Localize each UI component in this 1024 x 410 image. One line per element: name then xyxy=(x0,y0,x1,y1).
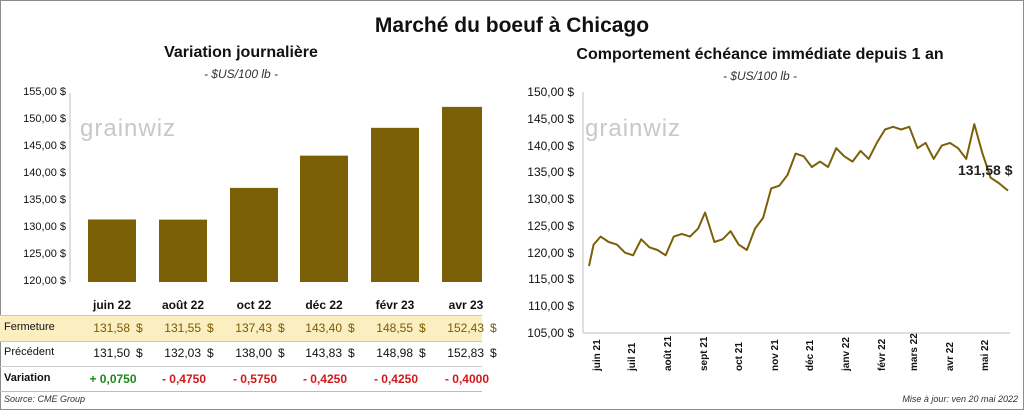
right-y-tick: 115,00 $ xyxy=(528,272,574,287)
table-cell: 131,58 xyxy=(93,321,130,335)
right-x-tick: déc 21 xyxy=(804,339,816,371)
table-cell: 152,43 xyxy=(447,321,484,335)
table-cell: 148,98 xyxy=(376,346,413,360)
table-cell-dollar: $ xyxy=(278,346,285,360)
right-x-tick: oct 21 xyxy=(733,342,745,371)
right-x-tick: mars 22 xyxy=(909,333,921,371)
bar-x-label: avr 23 xyxy=(448,298,484,312)
table-cell: 138,00 xyxy=(235,346,272,360)
table-cell-variation: + 0,0750 xyxy=(89,372,137,386)
right-y-tick: 150,00 $ xyxy=(527,85,574,99)
row-variation-label: Variation xyxy=(4,372,51,384)
table-cell: 143,83 xyxy=(305,346,342,360)
left-y-tick: 155,00 $ xyxy=(23,86,66,98)
table-cell-variation: - 0,4250 xyxy=(373,372,419,386)
bar-x-label: févr 23 xyxy=(375,298,415,312)
right-y-tick: 140,00 $ xyxy=(527,138,574,153)
left-y-tick: 125,00 $ xyxy=(23,248,66,260)
table-cell-variation: - 0,5750 xyxy=(232,372,278,386)
right-x-tick: sept 21 xyxy=(699,336,711,371)
table-cell-dollar: $ xyxy=(278,321,285,335)
table-cell-dollar: $ xyxy=(419,346,426,360)
bar xyxy=(88,219,136,282)
table-cell-dollar: $ xyxy=(348,346,355,360)
row-precedent-label: Précédent xyxy=(4,346,55,358)
table-cell: 131,55 xyxy=(164,321,201,335)
right-y-tick: 125,00 $ xyxy=(527,218,574,233)
left-y-tick: 135,00 $ xyxy=(23,194,66,206)
row-precedent: Précédent 131,50 $132,03 $138,00 $143,83 $14… xyxy=(0,341,497,367)
table-cell-dollar: $ xyxy=(207,346,214,360)
left-y-tick: 130,00 $ xyxy=(23,221,66,233)
right-x-tick: mai 22 xyxy=(979,339,991,371)
right-y-tick: 110,00 $ xyxy=(528,299,574,314)
right-unit: - $US/100 lb - xyxy=(722,69,798,83)
bar xyxy=(159,219,207,282)
table-cell: 132,03 xyxy=(164,346,201,360)
bar-x-label: déc 22 xyxy=(305,298,343,312)
bar-chart xyxy=(69,93,482,283)
bar xyxy=(230,187,278,282)
price-line xyxy=(588,123,1009,267)
left-subtitle: Variation journalière xyxy=(164,44,318,61)
updated-note: Mise à jour: ven 20 mai 2022 xyxy=(902,394,1018,404)
line-chart xyxy=(582,92,1010,334)
right-y-tick: 105,00 $ xyxy=(527,326,574,340)
row-variation: Variation + 0,0750 - 0,4750 - 0,5750 - 0,42… xyxy=(0,367,489,392)
bar xyxy=(300,155,348,282)
table-cell: 148,55 xyxy=(376,321,413,335)
table-bottom-divider xyxy=(0,391,482,392)
left-y-tick: 140,00 $ xyxy=(23,167,66,179)
table-cell-dollar: $ xyxy=(419,321,426,335)
table-cell: 137,43 xyxy=(235,321,272,335)
bar xyxy=(371,127,419,282)
left-watermark-logo: grainwiz xyxy=(80,115,177,142)
bar-x-label: juin 22 xyxy=(92,298,131,312)
table-cell-dollar: $ xyxy=(348,321,355,335)
right-subtitle: Comportement échéance immédiate depuis 1… xyxy=(576,46,944,63)
right-y-tick: 130,00 $ xyxy=(527,192,574,207)
left-y-tick: 150,00 $ xyxy=(23,113,66,125)
right-y-tick: 120,00 $ xyxy=(527,245,574,260)
table-cell: 143,40 xyxy=(305,321,342,335)
table-cell-dollar: $ xyxy=(136,346,143,360)
table-cell-dollar: $ xyxy=(136,321,143,335)
right-watermark-logo: grainwiz xyxy=(585,115,682,142)
table-cell-dollar: $ xyxy=(490,346,497,360)
row-fermeture: Fermeture 131,58 $131,55 $137,43 $143,40 $14… xyxy=(0,315,497,342)
table-cell-variation: - 0,4250 xyxy=(302,372,348,386)
table-cell-variation: - 0,4750 xyxy=(161,372,207,386)
bar-x-label: oct 22 xyxy=(236,298,272,312)
right-y-tick: 145,00 $ xyxy=(527,111,574,126)
bar xyxy=(442,106,482,283)
table-cell-variation: - 0,4000 xyxy=(444,372,490,386)
right-x-tick: août 21 xyxy=(663,335,675,371)
bar-x-label: août 22 xyxy=(161,298,204,312)
table-cell: 152,83 xyxy=(447,346,484,360)
last-value-label: 131,58 $ xyxy=(958,162,1013,178)
source-note: Source: CME Group xyxy=(4,394,86,404)
left-unit: - $US/100 lb - xyxy=(203,67,279,81)
right-y-tick: 135,00 $ xyxy=(527,165,574,180)
table-cell-dollar: $ xyxy=(207,321,214,335)
table-cell: 131,50 xyxy=(93,346,130,360)
right-x-tick: juin 21 xyxy=(592,339,604,371)
right-x-tick: janv 22 xyxy=(840,337,852,371)
table-cell-dollar: $ xyxy=(490,321,497,335)
main-title: Marché du boeuf à Chicago xyxy=(374,14,650,37)
right-x-tick: avr 22 xyxy=(945,342,957,371)
left-y-tick: 145,00 $ xyxy=(23,140,66,152)
right-x-tick: juil 21 xyxy=(627,342,639,371)
right-x-tick: févr 22 xyxy=(876,338,888,371)
right-x-tick: nov 21 xyxy=(769,339,781,371)
left-y-tick: 120,00 $ xyxy=(23,275,66,287)
row-fermeture-label: Fermeture xyxy=(4,321,55,333)
